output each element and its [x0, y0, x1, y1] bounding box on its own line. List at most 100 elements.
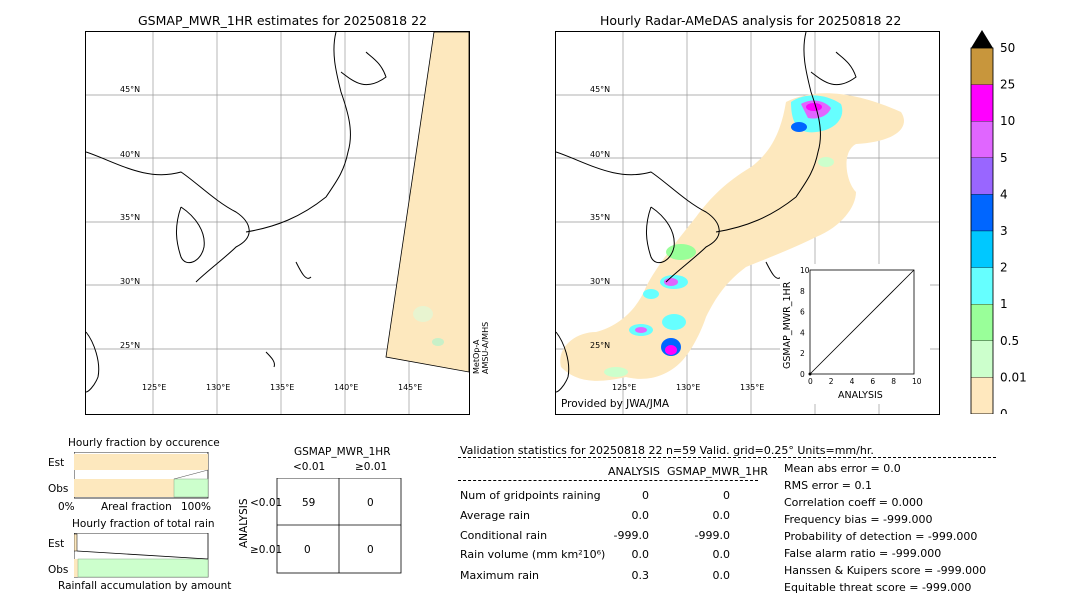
colorbar-canvas: 50 25 10 5 4 3 2 1 0.5 0.01 0 [970, 30, 1027, 421]
total-rain-title: Hourly fraction of total rain [72, 518, 215, 530]
colorbar-labels: 50 25 10 5 4 3 2 1 0.5 0.01 0 [1000, 41, 1027, 421]
validation-divider [458, 457, 996, 458]
left-map-canvas: 45°N 40°N 35°N 30°N 25°N 125°E 130°E 135… [86, 32, 469, 414]
row-analysis: -999.0 [613, 529, 649, 542]
occurrence-axis-left: 0% [58, 501, 75, 513]
colorbar-label: 4 [1000, 187, 1008, 201]
scatter-x-tick: 4 [850, 377, 855, 386]
colorbar: 50 25 10 5 4 3 2 1 0.5 0.01 0 [968, 30, 1028, 421]
scatter-ylabel: GSMAP_MWR_1HR [782, 281, 793, 369]
occurrence-axis-right: 100% [181, 501, 212, 513]
lon-label-125: 125°E [612, 383, 636, 392]
lat-label-35: 35°N [590, 213, 610, 222]
rain-core [806, 103, 822, 111]
total-rain-obs-label: Obs [48, 564, 69, 576]
scatter-xlabel: ANALYSIS [838, 390, 883, 401]
satellite-label: MetOp-A AMSU-A/MHS [472, 322, 490, 374]
right-map-title: Hourly Radar-AMeDAS analysis for 2025081… [600, 13, 902, 28]
row-gsmap: 0.0 [712, 509, 731, 522]
satellite-swath [385, 32, 469, 373]
row-gsmap: -999.0 [694, 529, 730, 542]
colorbar-cell [970, 157, 994, 195]
score-line: Equitable threat score = -999.000 [784, 581, 972, 594]
occurrence-obs-rain-bar [173, 478, 209, 498]
validation-header: Validation statistics for 20250818 22 n=… [460, 444, 874, 457]
score-line: Probability of detection = -999.000 [784, 530, 978, 543]
lon-label-125: 125°E [142, 383, 166, 392]
scatter-y-tick: 10 [800, 266, 810, 275]
colorbar-label: 2 [1000, 261, 1008, 275]
contingency-row-ge: ≥0.01 [250, 544, 282, 556]
coastline [556, 32, 857, 393]
rain-area [604, 367, 628, 377]
row-label: Num of gridpoints raining [460, 489, 601, 502]
lat-label-25: 25°N [590, 341, 610, 350]
colorbar-cells [970, 47, 994, 415]
lon-label-145: 145°E [398, 383, 422, 392]
colorbar-label: 3 [1000, 224, 1008, 238]
colorbar-cell [970, 267, 994, 305]
row-analysis: 0.0 [631, 509, 650, 522]
colorbar-label: 5 [1000, 151, 1008, 165]
satellite-label-line1: MetOp-A [472, 339, 481, 374]
contingency-table: ANALYSIS <0.01 ≥0.01 59 0 0 0 [238, 478, 402, 574]
colorbar-label: 10 [1000, 114, 1015, 128]
row-analysis: 0 [642, 489, 649, 502]
colorbar-label: 0.5 [1000, 334, 1019, 348]
scatter-x-tick: 6 [870, 377, 875, 386]
occurrence-obs-label: Obs [48, 483, 69, 495]
score-line: RMS error = 0.1 [784, 479, 872, 492]
scatter-x-tick: 2 [829, 377, 834, 386]
rain-core [791, 122, 807, 132]
row-gsmap: 0.0 [712, 569, 731, 582]
rain-core [665, 345, 677, 355]
lon-label-130: 130°E [206, 383, 230, 392]
rain-area [662, 314, 686, 330]
scatter-points [808, 372, 812, 376]
one-to-one-line [809, 269, 915, 375]
contingency-cell-a: 59 [302, 497, 315, 509]
lat-label-45: 45°N [120, 85, 140, 94]
occurrence-est-bar [74, 454, 208, 470]
colorbar-label: 25 [1000, 78, 1015, 92]
colorbar-label: 0.01 [1000, 370, 1027, 384]
contingency-title: GSMAP_MWR_1HR [294, 446, 391, 458]
total-rain-chart [74, 533, 209, 578]
occurrence-chart [74, 452, 209, 499]
satellite-label-line2: AMSU-A/MHS [481, 322, 490, 374]
lat-label-40: 40°N [590, 150, 610, 159]
colorbar-extend-arrow [971, 30, 993, 48]
colorbar-label: 0 [1000, 407, 1008, 414]
row-gsmap: 0.0 [712, 548, 731, 561]
right-map-canvas: 45°N 40°N 35°N 30°N 25°N 125°E 130°E 135… [556, 32, 939, 414]
total-rain-obs-bar [77, 558, 209, 578]
row-label: Average rain [460, 509, 530, 522]
colorbar-label: 1 [1000, 297, 1008, 311]
row-label: Maximum rain [460, 569, 539, 582]
lon-label-140: 140°E [334, 383, 358, 392]
occurrence-connector [173, 469, 209, 480]
contingency-cell-d: 0 [367, 544, 374, 556]
total-rain-obs-dry [74, 559, 78, 577]
lat-label-40: 40°N [120, 150, 140, 159]
colorbar-cell [970, 84, 994, 122]
colorbar-cell [970, 304, 994, 341]
col-gsmap: GSMAP_MWR_1HR [667, 465, 769, 478]
left-map: 45°N 40°N 35°N 30°N 25°N 125°E 130°E 135… [85, 31, 470, 415]
left-map-title: GSMAP_MWR_1HR estimates for 20250818 22 [138, 13, 427, 28]
lat-label-25: 25°N [120, 341, 140, 350]
scatter-point [808, 372, 812, 376]
scatter-y-tick: 6 [800, 308, 805, 317]
swath-rain-patch [432, 338, 444, 346]
scatter-y-tick: 4 [800, 328, 805, 337]
lon-label-135: 135°E [270, 383, 294, 392]
contingency-row-axis: ANALYSIS [238, 498, 250, 548]
row-analysis: 0.3 [631, 569, 650, 582]
colorbar-cell [970, 377, 994, 415]
scatter-canvas: 00 2 2 4 4 6 6 8 8 10 10 ANALYSIS GSMAP_MWR_1HR [782, 266, 922, 401]
occurrence-est-label: Est [48, 457, 65, 469]
total-rain-est-bar [74, 533, 78, 552]
row-analysis: 0.0 [631, 548, 650, 561]
scatter-x-tick: 0 [808, 377, 813, 386]
rain-core [635, 327, 647, 333]
